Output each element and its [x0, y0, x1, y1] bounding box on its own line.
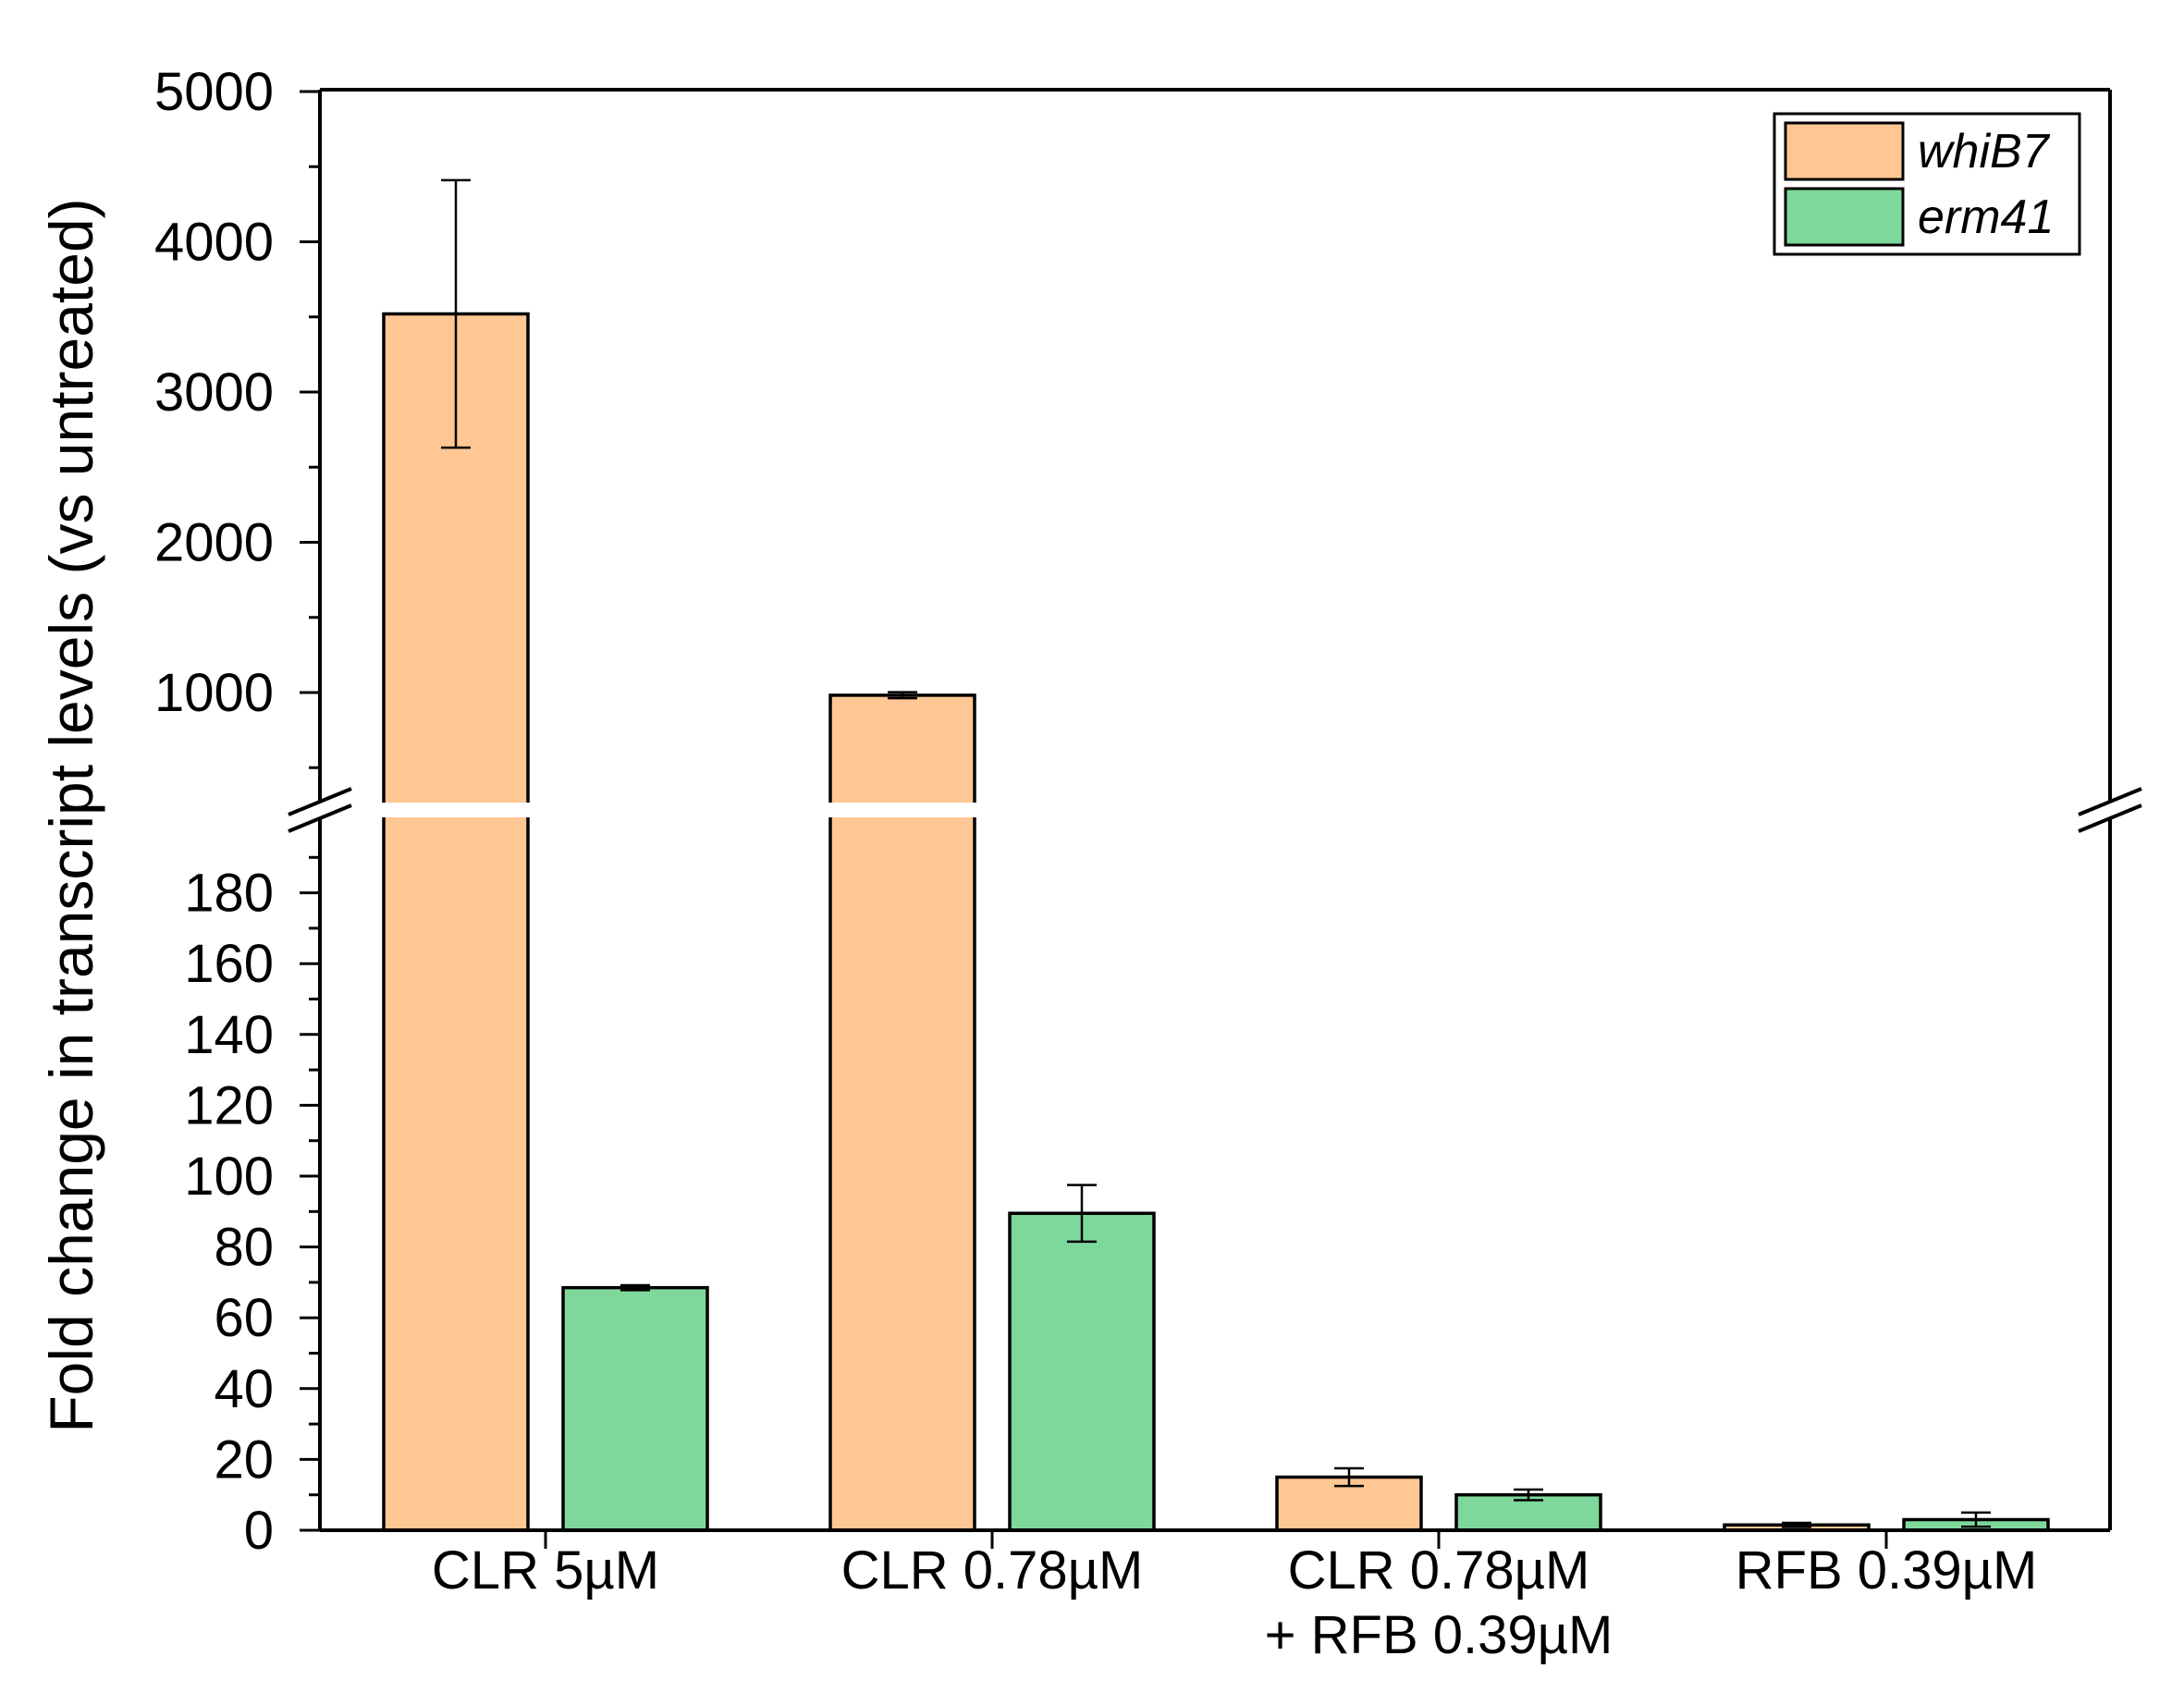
x-category-label-2: CLR 0.78µM [841, 1540, 1144, 1601]
plot-area [321, 178, 2109, 1532]
y-tick-label-160: 160 [184, 934, 274, 994]
axis-break-mark-left-2 [288, 803, 352, 833]
axis-break-gap [321, 803, 2109, 817]
y-tick-label-5000: 5000 [154, 62, 274, 122]
axis-break-mark-left-1 [288, 787, 352, 816]
x-category-label-line: RFB 0.39µM [1736, 1540, 2038, 1601]
y-tick-label-3000: 3000 [154, 362, 274, 423]
y-tick-label-180: 180 [184, 864, 274, 924]
legend-label-whiB7: whiB7 [1918, 125, 2051, 178]
y-tick-label-0: 0 [244, 1501, 274, 1561]
x-category-label-3: CLR 0.78µM + RFB 0.39µM [1265, 1540, 1613, 1665]
bar-erm41-2 [1008, 1211, 1156, 1532]
y-tick-label-4000: 4000 [154, 213, 274, 273]
y-tick-label-60: 60 [214, 1288, 274, 1348]
axis-break-mark-right-2 [2078, 803, 2142, 833]
y-tick-label-100: 100 [184, 1147, 274, 1207]
x-category-label-line: + RFB 0.39µM [1265, 1605, 1613, 1665]
legend-swatch-whiB7 [1784, 121, 1905, 181]
y-tick-label-40: 40 [214, 1359, 274, 1419]
legend-label-erm41: erm41 [1918, 190, 2054, 244]
bar-whiB7-1 [382, 312, 530, 1532]
y-axis-title: Fold change in transcript levels (vs unt… [37, 198, 105, 1432]
y-tick-label-2000: 2000 [154, 513, 274, 573]
x-category-label-line: CLR 0.78µM [1288, 1540, 1590, 1601]
bar-erm41-1 [561, 1285, 709, 1532]
x-category-label-4: RFB 0.39µM [1736, 1540, 2038, 1601]
legend: whiB7 erm41 [1773, 112, 2081, 256]
x-category-label-line: CLR 0.78µM [841, 1540, 1144, 1601]
y-tick-label-80: 80 [214, 1218, 274, 1278]
axes: 0 20 40 60 80 100 120 140 160 180 1000 2000 3000 4000… [154, 62, 2142, 1665]
y-tick-label-1000: 1000 [154, 663, 274, 723]
y-tick-label-20: 20 [214, 1429, 274, 1490]
y-tick-label-140: 140 [184, 1005, 274, 1065]
x-category-label-line: CLR 5µM [432, 1540, 659, 1601]
axis-break-mark-right-1 [2078, 787, 2142, 816]
bar-whiB7-2 [828, 693, 976, 1532]
legend-swatch-erm41 [1784, 187, 1905, 247]
y-tick-label-120: 120 [184, 1075, 274, 1135]
x-category-label-1: CLR 5µM [432, 1540, 659, 1601]
